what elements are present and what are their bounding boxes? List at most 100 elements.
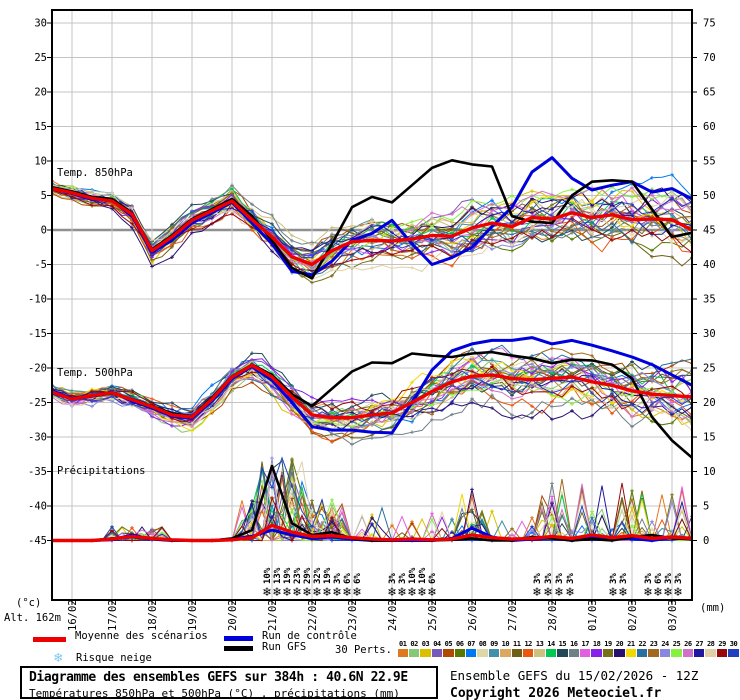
- x-axis-date-label: 01/03: [587, 599, 599, 631]
- perturbation-color-swatch: [420, 649, 431, 657]
- perturbation-color-swatch: [637, 649, 648, 657]
- snow-risk-percent: 3%: [388, 573, 398, 584]
- x-axis-date-label: 20/02: [227, 599, 239, 631]
- y-right-tick-label: 65: [703, 87, 716, 99]
- legend-mean-swatch: [33, 637, 66, 642]
- perturbation-color-swatch: [522, 649, 534, 657]
- snow-risk-percent: 29%: [303, 567, 313, 584]
- perturbation-number: 08: [478, 640, 487, 648]
- y-left-tick-label: -25: [28, 397, 47, 409]
- perturbation-color-swatch: [511, 649, 522, 657]
- snowflake-icon: ❄: [387, 585, 396, 600]
- snow-risk-percent: 3%: [544, 573, 554, 584]
- perturbation-cell: 13: [534, 640, 545, 657]
- perturbation-color-swatch: [648, 649, 659, 657]
- x-axis-date-label: 23/02: [347, 599, 359, 631]
- perturbation-cell: 27: [694, 640, 705, 657]
- perturbation-number: 23: [649, 640, 658, 648]
- plot-frame: [51, 9, 693, 601]
- y-right-tick-label: 25: [703, 363, 716, 375]
- perturbation-cell: 05: [443, 640, 454, 657]
- copyright-label: Copyright 2026 Meteociel.fr: [450, 686, 662, 700]
- perturbation-number: 18: [592, 640, 601, 648]
- x-axis-date-label: 19/02: [187, 599, 199, 631]
- perturbation-cell: 12: [522, 640, 534, 657]
- snow-risk-percent: 6%: [353, 573, 363, 584]
- perturbation-color-swatch: [694, 649, 705, 657]
- snow-risk-percent: 3%: [609, 573, 619, 584]
- y-left-tick-label: 20: [34, 87, 47, 99]
- perturbation-number: 12: [524, 640, 532, 648]
- perturbation-number: 07: [467, 640, 475, 648]
- snow-risk-percent: 32%: [313, 567, 323, 584]
- y-left-tick-label: 0: [41, 225, 47, 237]
- x-axis-date-label: 17/02: [107, 599, 119, 631]
- panel-label-precip: Précipitations: [57, 465, 146, 477]
- snowflake-icon: ❄: [332, 585, 341, 600]
- perturbation-cell: 20: [614, 640, 625, 657]
- perturbation-cell: 24: [659, 640, 671, 657]
- perturbation-color-swatch: [580, 649, 591, 657]
- y-left-tick-label: 15: [34, 121, 47, 133]
- legend-gfs-swatch: [224, 646, 253, 651]
- y-right-tick-label: 70: [703, 52, 716, 64]
- snowflake-icon: ❄: [653, 585, 662, 600]
- snow-risk-percent: 6%: [428, 573, 438, 584]
- perturbation-color-swatch: [568, 649, 579, 657]
- perturbation-color-swatch: [408, 649, 420, 657]
- perturbation-color-strip: 01 02 03 04 05 06 07 08 09 10 11 12 13 14 15 16 17 18 19 20…: [397, 640, 739, 657]
- perturbation-number: 02: [410, 640, 418, 648]
- perturbation-color-swatch: [602, 649, 614, 657]
- perturbation-cell: 01: [397, 640, 408, 657]
- legend-gfs-label: Run GFS: [262, 641, 307, 653]
- y-left-tick-label: -35: [28, 466, 47, 478]
- x-axis-date-label: 21/02: [267, 599, 279, 631]
- snowflake-icon: ❄: [292, 585, 301, 600]
- perturbation-cell: 29: [716, 640, 728, 657]
- snow-risk-percent: 3%: [674, 573, 684, 584]
- perturbation-color-swatch: [545, 649, 557, 657]
- perturbation-number: 13: [535, 640, 544, 648]
- perturbation-cell: 03: [420, 640, 431, 657]
- y-left-tick-label: 30: [34, 18, 47, 30]
- snowflake-icon: ❄: [322, 585, 331, 600]
- perturbation-color-swatch: [465, 649, 477, 657]
- perturbation-number: 21: [627, 640, 635, 648]
- legend-perts-label: 30 Perts.: [335, 644, 392, 656]
- snowflake-icon: ❄: [302, 585, 311, 600]
- snow-risk-percent: 3%: [533, 573, 543, 584]
- perturbation-cell: 28: [705, 640, 716, 657]
- snow-risk-percent: 3%: [398, 573, 408, 584]
- perturbation-number: 22: [638, 640, 647, 648]
- snowflake-icon: ❄: [407, 585, 416, 600]
- perturbation-number: 15: [558, 640, 567, 648]
- perturbation-color-swatch: [477, 649, 488, 657]
- perturbation-cell: 06: [454, 640, 465, 657]
- right-axis-unit: (mm): [700, 602, 726, 614]
- snowflake-icon: ❄: [397, 585, 406, 600]
- perturbation-number: 25: [672, 640, 681, 648]
- y-left-tick-label: 25: [34, 52, 47, 64]
- x-axis-date-label: 22/02: [307, 599, 319, 631]
- perturbation-cell: 22: [637, 640, 648, 657]
- y-right-tick-label: 45: [703, 225, 716, 237]
- y-right-tick-label: 50: [703, 190, 716, 202]
- snowflake-icon: ❄: [543, 585, 552, 600]
- snow-risk-percent: 10%: [418, 567, 428, 584]
- ensemble-mean-line: [52, 186, 692, 267]
- perturbation-number: 14: [547, 640, 555, 648]
- perturbation-cell: 08: [477, 640, 488, 657]
- snowflake-icon: ❄: [532, 585, 541, 600]
- snow-risk-percent: 3%: [555, 573, 565, 584]
- perturbation-number: 28: [706, 640, 715, 648]
- perturbation-color-swatch: [557, 649, 568, 657]
- y-right-tick-label: 10: [703, 466, 716, 478]
- perturbation-cell: 23: [648, 640, 659, 657]
- snow-risk-percent: 19%: [323, 567, 333, 584]
- y-left-tick-label: -45: [28, 535, 47, 547]
- perturbation-number: 06: [456, 640, 464, 648]
- x-axis-date-label: 27/02: [507, 599, 519, 631]
- snowflake-icon: ❄: [554, 585, 563, 600]
